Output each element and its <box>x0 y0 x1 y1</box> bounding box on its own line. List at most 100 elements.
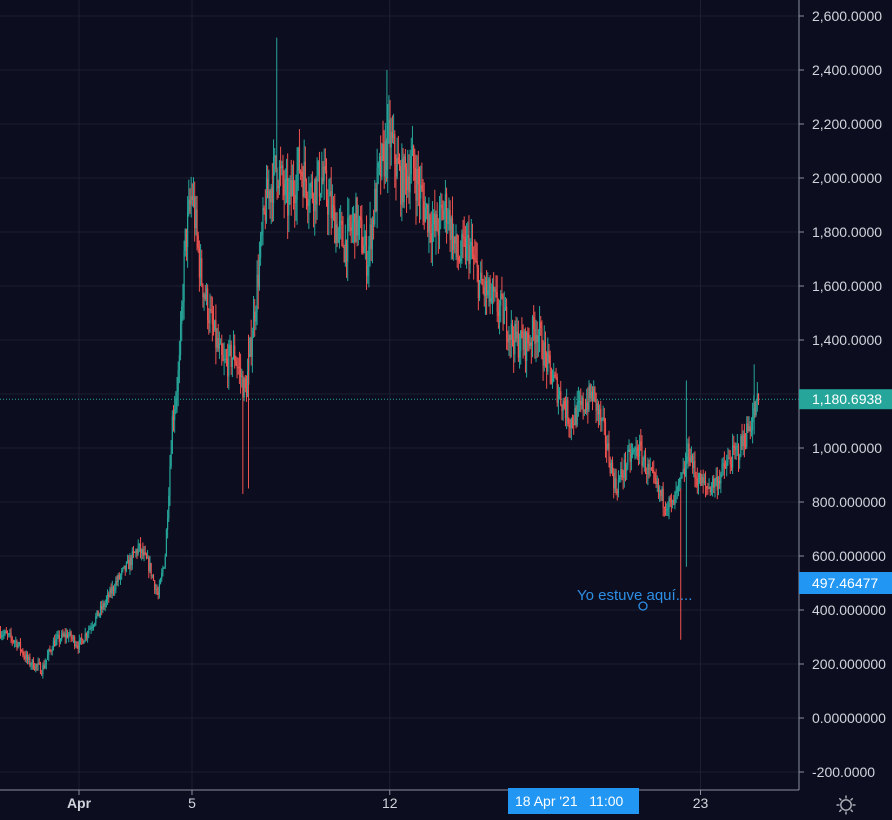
candle-body <box>474 259 476 261</box>
candle-body <box>139 543 142 553</box>
candle-body <box>344 240 346 263</box>
candle-body <box>676 486 678 493</box>
annotation-marker[interactable] <box>638 601 648 611</box>
candle-body <box>57 634 59 637</box>
candle-body <box>614 478 616 489</box>
candle-body <box>742 434 744 447</box>
time-scale[interactable]: Apr 5 12 23 18 Apr '21 11:00 <box>0 788 799 820</box>
candle-body <box>616 491 618 494</box>
candle-body <box>646 473 648 475</box>
candle-body <box>411 145 414 157</box>
candle-body <box>84 633 86 641</box>
candle-body <box>163 567 165 569</box>
candle-body <box>237 367 239 369</box>
candle-body <box>425 204 428 208</box>
candle-body <box>724 467 727 469</box>
candle-body <box>596 403 598 411</box>
candle-body <box>294 194 296 204</box>
candle-body <box>757 393 760 402</box>
candle-body <box>756 393 758 401</box>
candle-body <box>48 649 50 656</box>
price-tick-label: 2,200.0000 <box>812 116 882 132</box>
candle-body <box>300 171 302 173</box>
candle-body <box>63 633 65 636</box>
candle-body <box>65 633 67 638</box>
candle-body <box>594 387 596 393</box>
candle-body <box>470 241 472 246</box>
candle-body <box>295 200 297 204</box>
candle-body <box>238 367 241 369</box>
candle-body <box>64 633 66 638</box>
candle-body <box>631 451 634 454</box>
candle-body <box>587 402 589 410</box>
candle-body <box>447 222 449 224</box>
candle-body <box>580 400 582 405</box>
candle-body <box>49 649 51 651</box>
candle-body <box>121 570 123 576</box>
candle-body <box>729 458 731 465</box>
candle-body <box>622 475 624 478</box>
candle-body <box>210 309 212 311</box>
candle-body <box>615 478 617 492</box>
candle-body <box>111 586 113 594</box>
candle-body <box>37 662 39 666</box>
candle-body <box>684 462 687 475</box>
candle-body <box>250 338 252 357</box>
candle-body <box>737 446 740 460</box>
candle-body <box>709 487 711 493</box>
price-tick-label: 2,600.0000 <box>812 8 882 24</box>
candle-body <box>137 546 139 554</box>
candle-body <box>349 216 351 228</box>
candle-body <box>0 631 2 637</box>
candle-body <box>334 207 336 244</box>
candle-body <box>304 161 306 182</box>
candle-body <box>216 338 218 348</box>
annotation[interactable]: Yo estuve aquí.... <box>577 587 692 611</box>
candle-body <box>227 358 229 377</box>
candle-body <box>155 588 157 590</box>
candle-body <box>1 635 3 637</box>
candle-body <box>110 588 112 594</box>
candle-body <box>115 581 117 590</box>
candle-body <box>260 235 262 258</box>
candle-body <box>74 637 76 647</box>
candle-body <box>719 480 721 484</box>
candle-body <box>42 665 44 675</box>
candle-body <box>351 222 354 231</box>
candle-body <box>583 410 585 412</box>
price-scale[interactable]: -200.0000 0.00000000 200.000000 400.000000 6… <box>798 0 892 790</box>
candle-body <box>407 176 409 191</box>
candle-body <box>34 668 36 670</box>
candle-body <box>543 341 545 366</box>
candle-body <box>297 148 299 171</box>
settings-button[interactable] <box>799 790 892 820</box>
candle-body <box>567 400 569 424</box>
candle-body <box>732 445 734 468</box>
candle-body <box>706 486 708 489</box>
candle-body <box>25 654 27 660</box>
candle-body <box>424 207 426 222</box>
candle-body <box>721 464 723 475</box>
candles <box>0 37 760 679</box>
candle-body <box>488 279 490 290</box>
candle-body <box>541 328 543 358</box>
candle-body <box>258 257 261 288</box>
candle-body <box>707 488 709 490</box>
time-tick-label: 12 <box>382 795 398 811</box>
candle-body <box>473 254 475 260</box>
candle-body <box>108 594 110 597</box>
candle-body <box>123 565 125 568</box>
candle-body <box>369 224 371 246</box>
candle-body <box>387 122 389 170</box>
candle-body <box>437 230 439 236</box>
candle-body <box>322 177 324 181</box>
candle-body <box>17 644 19 648</box>
candle-body <box>680 477 682 479</box>
candle-body <box>566 400 568 419</box>
candle-body <box>418 184 421 199</box>
candle-body <box>222 354 224 361</box>
candle-body <box>283 184 285 196</box>
candle-body <box>384 141 386 177</box>
price-ticks: -200.0000 0.00000000 200.000000 400.000000 6… <box>799 8 886 780</box>
candle-body <box>740 436 742 457</box>
